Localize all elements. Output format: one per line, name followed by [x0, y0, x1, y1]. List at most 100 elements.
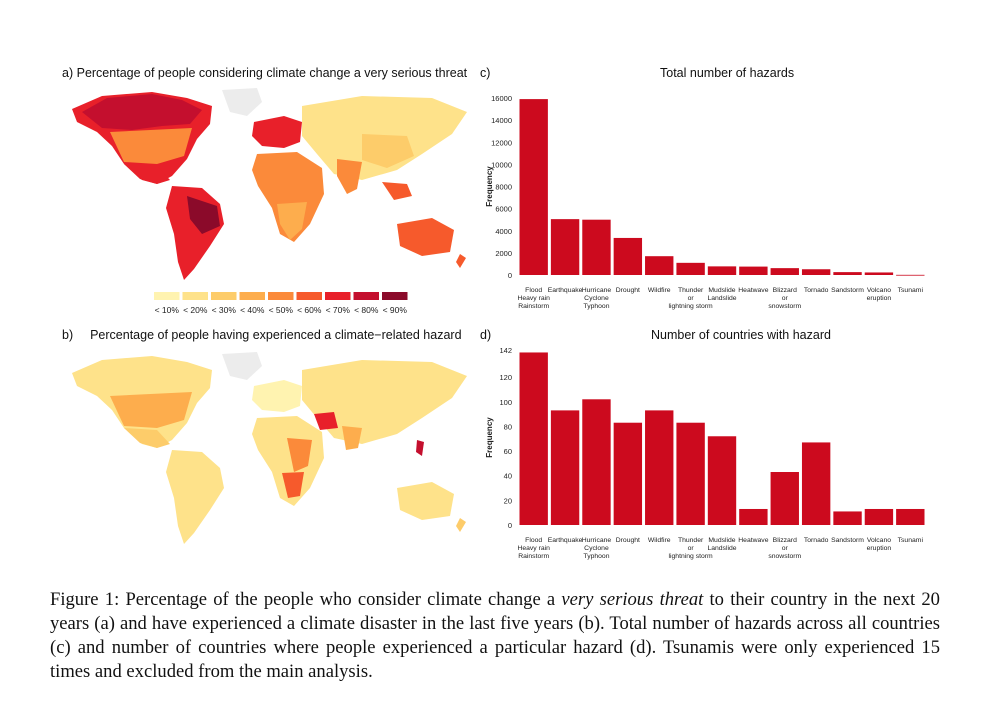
chart-c-xtick-11-0: Volcano: [867, 287, 891, 294]
chart-c-bar-9: [801, 269, 831, 275]
chart-c-xtick-3-0: Drought: [616, 287, 640, 294]
map-a-nz: [456, 254, 466, 268]
map-a-se-asia: [382, 182, 412, 200]
chart-d-ytick-4: 80: [504, 422, 512, 431]
chart-c-xtick-10-0: Sandstorm: [831, 287, 864, 294]
map-a-greenland: [222, 88, 262, 116]
chart-c-ytick-4: 8000: [495, 183, 512, 192]
panel-b-letter: b): [62, 328, 74, 342]
chart-d-bar-1: [550, 410, 580, 525]
chart-c-bar-4: [645, 256, 674, 275]
panel-c-letter: c): [480, 66, 491, 80]
chart-c-ytick-0: 0: [508, 271, 512, 280]
chart-d-bar-3: [613, 422, 643, 525]
chart-d-ytick-0: 0: [508, 521, 512, 530]
legend-label-8: < 90%: [383, 305, 408, 315]
chart-c-xtick-4-0: Wildfire: [648, 287, 671, 294]
legend: < 10% < 20% < 30% < 40% < 50% < 60% < 70% < 80%…: [152, 292, 422, 320]
map-a-africa: [252, 152, 324, 242]
chart-c-xtick-6-1: Landslide: [707, 295, 736, 302]
chart-c-xtick-8-1: or: [782, 295, 789, 302]
map-a-europe: [252, 116, 302, 148]
chart-d-ytick-2: 40: [504, 472, 512, 481]
chart-c-xtick-9-0: Tornado: [804, 287, 829, 294]
map-b-philippines: [416, 440, 424, 456]
chart-d-xtick-11-0: Volcano: [867, 537, 891, 544]
map-b-south-america: [166, 450, 224, 544]
chart-d-bar-8: [770, 472, 799, 525]
chart-d-xtick-5-0: Thunder: [678, 537, 704, 544]
chart-c-xtick-6-0: Mudslide: [708, 287, 735, 294]
caption-prefix: Figure 1: Percentage of the people who c…: [50, 589, 562, 610]
chart-d-bar-6: [707, 436, 737, 525]
chart-d-xtick-7-0: Heatwave: [738, 537, 768, 544]
legend-swatch-3: [239, 292, 265, 300]
chart-d-ytick-6: 120: [499, 373, 512, 382]
chart-d-bar-12: [896, 508, 925, 525]
legend-swatch-4: [268, 292, 294, 300]
chart-c: Frequency 0 2000 4000 6000 8000 10000 12000 1400…: [485, 94, 925, 310]
legend-swatch-0: [154, 292, 180, 300]
panel-c-letter-box: c): [480, 66, 490, 80]
chart-d-bar-2: [582, 399, 611, 525]
chart-c-xtick-2-1: Cyclone: [584, 295, 609, 302]
chart-c-xtick-0-0: Flood: [525, 287, 542, 294]
chart-c-ytick-1: 2000: [495, 249, 512, 258]
chart-c-xtick-7-0: Heatwave: [738, 287, 768, 294]
chart-d-ytick-5: 100: [499, 398, 512, 407]
legend-svg: < 10% < 20% < 30% < 40% < 50% < 60% < 70% < 80%…: [154, 292, 408, 315]
chart-d-ytick-1: 20: [504, 496, 512, 505]
chart-c-bar-12: [896, 274, 925, 276]
panel-d-letter: d): [480, 328, 492, 342]
chart-d-xtick-0-0: Flood: [525, 537, 542, 544]
map-a-africa-south: [277, 202, 307, 240]
chart-c-ytick-2: 4000: [495, 227, 512, 236]
map-a-usa: [110, 128, 192, 164]
chart-c-ylabel: Frequency: [485, 166, 494, 207]
chart-d-xtick-9-0: Tornado: [804, 537, 829, 544]
legend-label-1: < 20%: [183, 305, 208, 315]
caption-suffix: to their country in the next 20 years (a…: [50, 589, 940, 682]
chart-d-xtick-11-1: eruption: [867, 545, 892, 552]
chart-c-xtick-11-1: eruption: [867, 295, 892, 302]
chart-c-xtick-0-1: Heavy rain: [517, 295, 550, 302]
chart-d-bar-9: [801, 442, 831, 525]
chart-d-xtick-4-0: Wildfire: [648, 537, 671, 544]
chart-c-bar-7: [739, 266, 768, 275]
chart-d-xtick-0-2: Rainstorm: [518, 553, 549, 560]
chart-c-xtick-1-0: Earthquake: [548, 287, 583, 294]
chart-c-xtick-8-0: Blizzard: [773, 287, 797, 294]
chart-c-xtick-2-2: Typhoon: [583, 303, 609, 310]
map-a-brazil: [187, 196, 220, 234]
map-a-india: [337, 159, 362, 194]
map-b-greenland: [222, 352, 262, 380]
chart-c-xtick-5-1: or: [688, 295, 695, 302]
map-b-usa: [110, 392, 192, 428]
chart-d-xtick-5-2: lightning storm: [669, 553, 714, 560]
map-b-mexico: [124, 428, 170, 448]
chart-d-xtick-12-0: Tsunami: [898, 537, 924, 544]
map-b-southern-africa: [282, 472, 304, 498]
map-a-australia: [397, 218, 454, 256]
chart-d-xtick-1-0: Earthquake: [548, 537, 583, 544]
panel-a-title: a) Percentage of people considering clim…: [62, 66, 467, 80]
chart-c-xtick-12-0: Tsunami: [898, 287, 924, 294]
chart-c-xtick-0-2: Rainstorm: [518, 303, 549, 310]
legend-label-6: < 70%: [326, 305, 351, 315]
chart-c-xtick-2-0: Hurricane: [582, 287, 612, 294]
map-b-africa-east: [287, 438, 312, 472]
chart-d-xtick-2-0: Hurricane: [582, 537, 612, 544]
legend-swatch-2: [211, 292, 237, 300]
map-b-australia: [397, 482, 454, 520]
panel-a-title-text: Percentage of people considering climate…: [76, 66, 468, 80]
chart-d-xtick-2-2: Typhoon: [583, 553, 609, 560]
map-a-china: [362, 134, 414, 168]
chart-c-ytick-8: 16000: [491, 94, 512, 103]
chart-d-bar-10: [833, 511, 862, 525]
chart-d-xtick-8-0: Blizzard: [773, 537, 797, 544]
chart-d-xtick-8-2: snowstorm: [768, 553, 801, 560]
map-b-europe: [252, 380, 302, 412]
map-b-middle-east: [314, 412, 338, 430]
chart-d-ytick-3: 60: [504, 447, 512, 456]
chart-c-ytick-7: 14000: [491, 116, 512, 125]
